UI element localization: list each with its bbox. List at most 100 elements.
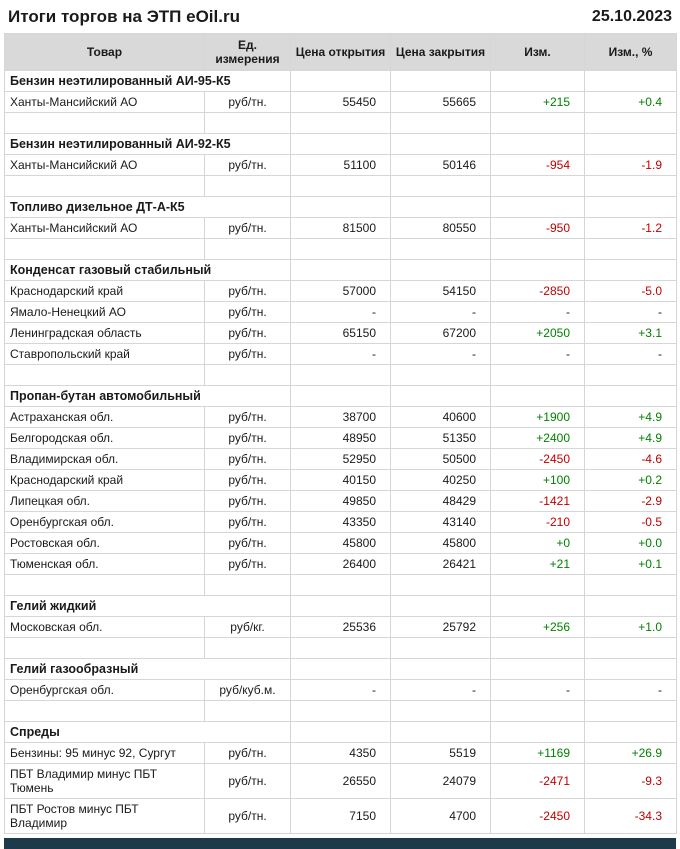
cell-open-price: 52950 xyxy=(290,448,391,470)
cell-region: Ямало-Ненецкий АО xyxy=(4,301,205,323)
cell-change: +1900 xyxy=(490,406,585,428)
section-header-row: Пропан-бутан автомобильный xyxy=(4,385,677,407)
spacer-row xyxy=(4,175,677,197)
spacer-cell xyxy=(490,574,585,596)
data-row: Бензины: 95 минус 92, Сургут руб/тн. 4350 5… xyxy=(4,742,677,764)
cell-unit: руб/тн. xyxy=(204,763,291,799)
section-empty-cell xyxy=(290,721,391,743)
spacer-cell xyxy=(4,175,205,197)
col-header-change-pct: Изм., % xyxy=(584,33,677,71)
section-empty-cell xyxy=(490,133,585,155)
section-empty-cell xyxy=(390,721,491,743)
data-row: Ленинградская область руб/тн. 65150 67200 +2… xyxy=(4,322,677,344)
cell-unit: руб/тн. xyxy=(204,742,291,764)
cell-open-price: 49850 xyxy=(290,490,391,512)
cell-unit: руб/тн. xyxy=(204,511,291,533)
cell-change: -2471 xyxy=(490,763,585,799)
spacer-row xyxy=(4,637,677,659)
spacer-cell xyxy=(390,175,491,197)
spacer-cell xyxy=(204,637,291,659)
section-empty-cell xyxy=(390,259,491,281)
cell-region: Ханты-Мансийский АО xyxy=(4,91,205,113)
col-header-close-price: Цена закрытия xyxy=(390,33,491,71)
col-header-unit: Ед. измерения xyxy=(204,33,291,71)
spacer-cell xyxy=(390,637,491,659)
cell-close-price: - xyxy=(390,343,491,365)
cell-unit: руб/тн. xyxy=(204,469,291,491)
cell-change: -1421 xyxy=(490,490,585,512)
spacer-cell xyxy=(490,364,585,386)
spacer-cell xyxy=(4,238,205,260)
spacer-cell xyxy=(4,700,205,722)
spacer-cell xyxy=(490,112,585,134)
data-row: Краснодарский край руб/тн. 40150 40250 +100 +… xyxy=(4,469,677,491)
cell-change: - xyxy=(490,343,585,365)
cell-region: Ростовская обл. xyxy=(4,532,205,554)
section-empty-cell xyxy=(390,196,491,218)
section-title: Гелий газообразный xyxy=(4,658,291,680)
data-row: Липецкая обл. руб/тн. 49850 48429 -1421 -2.9 xyxy=(4,490,677,512)
section-title: Конденсат газовый стабильный xyxy=(4,259,291,281)
cell-change-pct: +26.9 xyxy=(584,742,677,764)
cell-close-price: 51350 xyxy=(390,427,491,449)
section-title: Гелий жидкий xyxy=(4,595,291,617)
spacer-cell xyxy=(4,574,205,596)
section-title: Спреды xyxy=(4,721,291,743)
cell-close-price: 50500 xyxy=(390,448,491,470)
spacer-cell xyxy=(490,238,585,260)
section-empty-cell xyxy=(584,595,677,617)
cell-close-price: 54150 xyxy=(390,280,491,302)
spacer-cell xyxy=(490,175,585,197)
spacer-cell xyxy=(4,637,205,659)
spacer-cell xyxy=(204,574,291,596)
section-empty-cell xyxy=(390,658,491,680)
section-header-row: Конденсат газовый стабильный xyxy=(4,259,677,281)
cell-close-price: - xyxy=(390,679,491,701)
data-row: Астраханская обл. руб/тн. 38700 40600 +1900 +… xyxy=(4,406,677,428)
cell-change: -210 xyxy=(490,511,585,533)
data-row: Белгородская обл. руб/тн. 48950 51350 +2400 +… xyxy=(4,427,677,449)
spacer-cell xyxy=(204,112,291,134)
spacer-cell xyxy=(290,364,391,386)
page-title: Итоги торгов на ЭТП eOil.ru xyxy=(8,7,240,26)
cell-close-price: 80550 xyxy=(390,217,491,239)
data-row: Ханты-Мансийский АО руб/тн. 81500 80550 -950… xyxy=(4,217,677,239)
results-table: Товар Ед. измерения Цена открытия Цена з… xyxy=(4,33,677,834)
cell-open-price: 26550 xyxy=(290,763,391,799)
data-row: Тюменская обл. руб/тн. 26400 26421 +21 +0.1 xyxy=(4,553,677,575)
cell-change-pct: +0.2 xyxy=(584,469,677,491)
spacer-cell xyxy=(584,112,677,134)
section-empty-cell xyxy=(290,595,391,617)
data-row: Московская обл. руб/кг. 25536 25792 +256 +1.0 xyxy=(4,616,677,638)
table-body: Бензин неэтилированный АИ-95-К5 Ханты-Ман… xyxy=(4,70,677,834)
data-row: Краснодарский край руб/тн. 57000 54150 -2850… xyxy=(4,280,677,302)
section-empty-cell xyxy=(584,259,677,281)
cell-change: -2450 xyxy=(490,798,585,834)
spacer-cell xyxy=(204,364,291,386)
section-empty-cell xyxy=(290,70,391,92)
data-row: Оренбургская обл. руб/куб.м. - - - - xyxy=(4,679,677,701)
cell-change-pct: +4.9 xyxy=(584,406,677,428)
spacer-cell xyxy=(584,364,677,386)
cell-change: +0 xyxy=(490,532,585,554)
cell-region: Оренбургская обл. xyxy=(4,679,205,701)
cell-region: Липецкая обл. xyxy=(4,490,205,512)
section-header-row: Спреды xyxy=(4,721,677,743)
section-empty-cell xyxy=(584,721,677,743)
spacer-row xyxy=(4,112,677,134)
spacer-cell xyxy=(390,700,491,722)
cell-unit: руб/тн. xyxy=(204,91,291,113)
section-empty-cell xyxy=(290,196,391,218)
section-empty-cell xyxy=(490,595,585,617)
section-empty-cell xyxy=(390,385,491,407)
cell-region: Ханты-Мансийский АО xyxy=(4,154,205,176)
cell-close-price: 45800 xyxy=(390,532,491,554)
spacer-cell xyxy=(4,112,205,134)
col-header-product: Товар xyxy=(4,33,205,71)
data-row: Ямало-Ненецкий АО руб/тн. - - - - xyxy=(4,301,677,323)
section-empty-cell xyxy=(490,70,585,92)
section-empty-cell xyxy=(584,658,677,680)
cell-open-price: 48950 xyxy=(290,427,391,449)
cell-open-price: 7150 xyxy=(290,798,391,834)
cell-change: +100 xyxy=(490,469,585,491)
